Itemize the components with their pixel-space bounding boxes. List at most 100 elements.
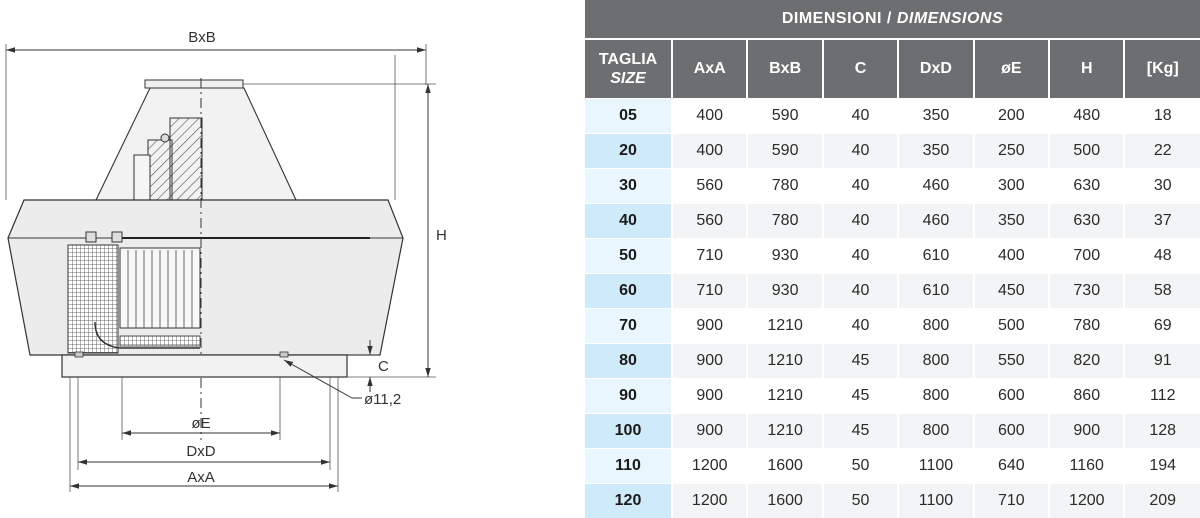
column-header: øE <box>974 39 1049 99</box>
value-cell: 40 <box>823 274 898 309</box>
value-cell: 460 <box>898 169 973 204</box>
column-header: C <box>823 39 898 99</box>
value-cell: 40 <box>823 204 898 239</box>
size-header-it: TAGLIA <box>599 51 657 68</box>
value-cell: 590 <box>747 134 822 169</box>
e-dimension: øE <box>122 415 280 433</box>
value-cell: 209 <box>1124 484 1200 518</box>
value-cell: 820 <box>1049 344 1124 379</box>
table-title-it: DIMENSIONI / <box>782 10 892 27</box>
table-title-en: DIMENSIONS <box>897 10 1003 27</box>
value-cell: 550 <box>974 344 1049 379</box>
value-cell: 900 <box>672 309 747 344</box>
value-cell: 710 <box>672 274 747 309</box>
value-cell: 780 <box>1049 309 1124 344</box>
size-cell: 40 <box>585 204 672 239</box>
value-cell: 300 <box>974 169 1049 204</box>
size-cell: 90 <box>585 379 672 414</box>
value-cell: 460 <box>898 204 973 239</box>
value-cell: 40 <box>823 169 898 204</box>
value-cell: 400 <box>672 99 747 134</box>
value-cell: 560 <box>672 204 747 239</box>
value-cell: 600 <box>974 379 1049 414</box>
value-cell: 710 <box>974 484 1049 518</box>
value-cell: 930 <box>747 274 822 309</box>
e-label: øE <box>191 415 210 432</box>
fan-dimension-drawing: BxB <box>0 0 545 510</box>
value-cell: 37 <box>1124 204 1200 239</box>
value-cell: 400 <box>672 134 747 169</box>
technical-drawing: BxB <box>0 0 545 510</box>
value-cell: 560 <box>672 169 747 204</box>
value-cell: 18 <box>1124 99 1200 134</box>
value-cell: 40 <box>823 99 898 134</box>
column-header: BxB <box>747 39 822 99</box>
value-cell: 730 <box>1049 274 1124 309</box>
value-cell: 40 <box>823 239 898 274</box>
value-cell: 1210 <box>747 379 822 414</box>
value-cell: 930 <box>747 239 822 274</box>
value-cell: 500 <box>1049 134 1124 169</box>
value-cell: 900 <box>672 414 747 449</box>
value-cell: 45 <box>823 379 898 414</box>
value-cell: 30 <box>1124 169 1200 204</box>
fan-housing <box>8 200 403 355</box>
value-cell: 800 <box>898 414 973 449</box>
value-cell: 900 <box>672 344 747 379</box>
value-cell: 900 <box>672 379 747 414</box>
c-label: C <box>378 358 389 375</box>
dxd-label: DxD <box>186 443 215 460</box>
value-cell: 480 <box>1049 99 1124 134</box>
value-cell: 860 <box>1049 379 1124 414</box>
size-column-header: TAGLIA SIZE <box>585 39 672 99</box>
value-cell: 48 <box>1124 239 1200 274</box>
value-cell: 50 <box>823 484 898 518</box>
size-cell: 05 <box>585 99 672 134</box>
value-cell: 400 <box>974 239 1049 274</box>
value-cell: 800 <box>898 344 973 379</box>
value-cell: 128 <box>1124 414 1200 449</box>
value-cell: 350 <box>898 134 973 169</box>
size-cell: 50 <box>585 239 672 274</box>
value-cell: 1100 <box>898 449 973 484</box>
value-cell: 700 <box>1049 239 1124 274</box>
table-title: DIMENSIONI / DIMENSIONS <box>585 0 1200 39</box>
value-cell: 50 <box>823 449 898 484</box>
value-cell: 58 <box>1124 274 1200 309</box>
bxb-label: BxB <box>188 29 216 46</box>
value-cell: 350 <box>974 204 1049 239</box>
size-cell: 110 <box>585 449 672 484</box>
value-cell: 1210 <box>747 414 822 449</box>
value-cell: 45 <box>823 414 898 449</box>
value-cell: 1200 <box>672 484 747 518</box>
value-cell: 45 <box>823 344 898 379</box>
size-cell: 100 <box>585 414 672 449</box>
size-cell: 120 <box>585 484 672 518</box>
value-cell: 350 <box>898 99 973 134</box>
value-cell: 610 <box>898 239 973 274</box>
value-cell: 22 <box>1124 134 1200 169</box>
axa-label: AxA <box>187 469 215 486</box>
value-cell: 800 <box>898 309 973 344</box>
value-cell: 1210 <box>747 309 822 344</box>
value-cell: 1600 <box>747 484 822 518</box>
value-cell: 200 <box>974 99 1049 134</box>
column-header: H <box>1049 39 1124 99</box>
size-cell: 60 <box>585 274 672 309</box>
size-header-en: SIZE <box>585 69 671 88</box>
value-cell: 69 <box>1124 309 1200 344</box>
column-header: [Kg] <box>1124 39 1200 99</box>
value-cell: 1600 <box>747 449 822 484</box>
value-cell: 40 <box>823 309 898 344</box>
value-cell: 1100 <box>898 484 973 518</box>
value-cell: 710 <box>672 239 747 274</box>
h-label: H <box>436 227 447 244</box>
